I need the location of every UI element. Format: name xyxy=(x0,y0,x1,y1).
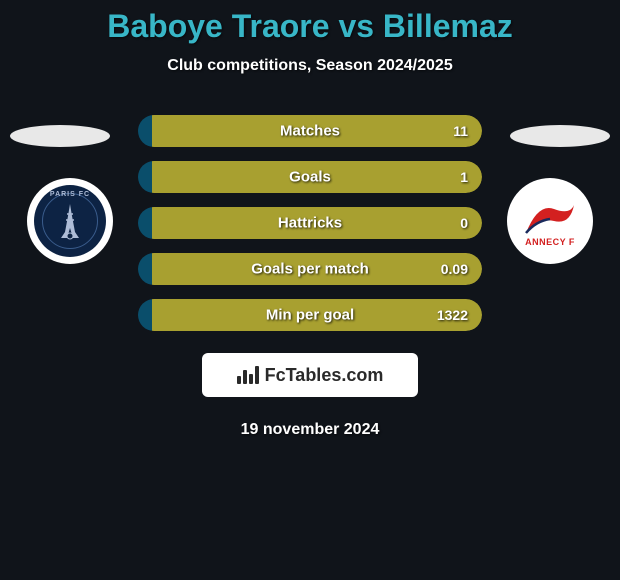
stat-label: Min per goal xyxy=(266,307,354,324)
title-player2: Billemaz xyxy=(383,8,513,44)
annecy-fc-logo: ANNECY F xyxy=(514,185,586,257)
stat-value-right: 0.09 xyxy=(441,261,468,277)
stat-value-right: 11 xyxy=(453,123,468,139)
date-line: 19 november 2024 xyxy=(0,421,620,439)
paris-fc-label: PARIS FC xyxy=(50,191,90,198)
annecy-fc-label: ANNECY F xyxy=(525,237,575,247)
stat-bar-left xyxy=(138,115,152,147)
player1-silhouette xyxy=(10,125,110,147)
paris-fc-logo: PARIS FC xyxy=(34,185,106,257)
club-badge-left: PARIS FC xyxy=(27,178,113,264)
player2-silhouette xyxy=(510,125,610,147)
stats-container: Matches 11 Goals 1 Hattricks 0 Goals per match… xyxy=(138,115,482,331)
stat-label: Hattricks xyxy=(278,215,342,232)
bar-chart-icon xyxy=(237,366,259,384)
stat-value-right: 1 xyxy=(460,169,468,185)
stat-label: Goals per match xyxy=(251,261,369,278)
stat-label: Matches xyxy=(280,123,340,140)
title-player1: Baboye Traore xyxy=(107,8,329,44)
stat-label: Goals xyxy=(289,169,331,186)
stat-row: Matches 11 xyxy=(138,115,482,147)
stat-bar-left xyxy=(138,161,152,193)
stat-row: Hattricks 0 xyxy=(138,207,482,239)
stat-bar-left xyxy=(138,207,152,239)
page-title: Baboye Traore vs Billemaz xyxy=(0,0,620,45)
stat-bar-left xyxy=(138,299,152,331)
stat-row: Goals per match 0.09 xyxy=(138,253,482,285)
stat-row: Min per goal 1322 xyxy=(138,299,482,331)
title-vs: vs xyxy=(338,8,374,44)
stat-row: Goals 1 xyxy=(138,161,482,193)
stat-bar-left xyxy=(138,253,152,285)
eiffel-tower-icon xyxy=(58,202,82,240)
fctables-label: FcTables.com xyxy=(265,365,384,386)
subtitle: Club competitions, Season 2024/2025 xyxy=(0,57,620,75)
fctables-brand: FcTables.com xyxy=(202,353,418,397)
stat-value-right: 1322 xyxy=(437,307,468,323)
club-badge-right: ANNECY F xyxy=(507,178,593,264)
stat-value-right: 0 xyxy=(460,215,468,231)
